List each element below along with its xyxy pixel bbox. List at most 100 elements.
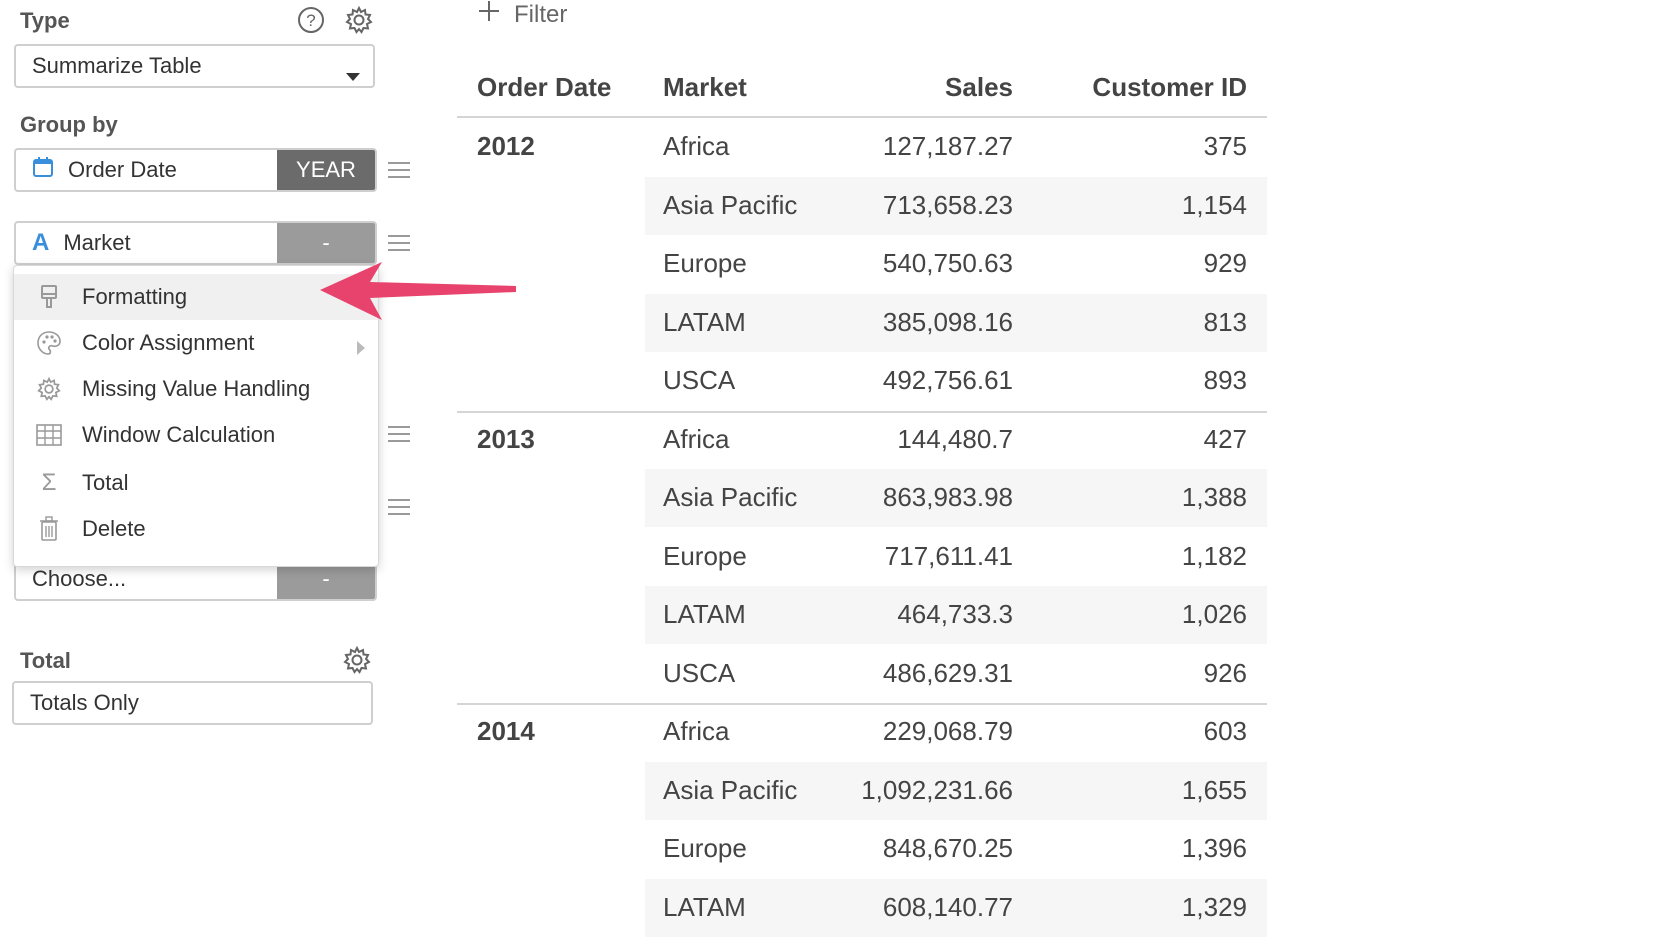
trash-icon — [34, 514, 64, 544]
group-tag[interactable]: - — [277, 223, 375, 263]
palette-icon — [34, 328, 64, 358]
chevron-down-icon — [345, 62, 361, 88]
table-row: Europe 540,750.63 929 — [457, 235, 1267, 293]
market-cell: Europe — [663, 540, 747, 571]
customer-id-cell: 1,655 — [1181, 774, 1247, 805]
menu-item-window-calculation[interactable]: Window Calculation — [14, 412, 378, 458]
group-field-label: Market — [63, 230, 131, 255]
market-cell: USCA — [663, 365, 736, 395]
header-order-date[interactable]: Order Date — [477, 72, 612, 102]
sales-cell: 713,658.23 — [882, 189, 1013, 220]
group-row-market[interactable]: A Market - — [14, 221, 377, 265]
gear-icon[interactable] — [343, 646, 371, 674]
annotation-arrow — [320, 262, 516, 320]
sigma-icon: Σ — [41, 469, 57, 496]
market-cell: Asia Pacific — [663, 774, 798, 805]
year-cell: 2014 — [477, 716, 535, 746]
group-field-label: Order Date — [68, 157, 177, 182]
paint-brush-icon — [34, 282, 64, 312]
customer-id-cell: 1,388 — [1181, 482, 1247, 512]
gear-icon — [34, 374, 64, 404]
table-row: Europe 848,670.25 1,396 — [457, 820, 1267, 878]
sales-cell: 144,480.7 — [897, 423, 1013, 454]
table-row: Europe 717,611.41 1,182 — [457, 528, 1267, 586]
customer-id-cell: 1,154 — [1181, 189, 1247, 220]
customer-id-cell: 603 — [1203, 716, 1247, 746]
total-select-value: Totals Only — [30, 690, 139, 715]
market-cell: USCA — [663, 657, 736, 688]
market-cell: Africa — [663, 716, 730, 746]
table-row: Africa 229,068.79 603 — [457, 703, 1267, 761]
customer-id-cell: 893 — [1203, 365, 1247, 395]
calendar-icon — [32, 156, 54, 184]
year-cell: 2012 — [477, 131, 535, 161]
sales-cell: 486,629.31 — [882, 657, 1013, 688]
customer-id-cell: 1,329 — [1181, 891, 1247, 922]
table-header: Order Date Market Sales Customer ID — [457, 62, 1267, 118]
market-cell: LATAM — [663, 599, 746, 629]
market-cell: Africa — [663, 131, 730, 161]
customer-id-cell: 1,396 — [1181, 833, 1247, 863]
header-market[interactable]: Market — [663, 72, 747, 102]
group-field-market[interactable]: A Market — [16, 223, 277, 263]
sales-cell: 540,750.63 — [882, 248, 1013, 278]
menu-item-missing-value[interactable]: Missing Value Handling — [14, 366, 378, 412]
market-cell: Africa — [663, 423, 730, 454]
table-row: LATAM 385,098.16 813 — [457, 293, 1267, 352]
market-cell: Europe — [663, 833, 747, 863]
market-cell: Asia Pacific — [663, 482, 798, 512]
group-separator — [457, 703, 1267, 705]
group-row-order-date[interactable]: Order Date YEAR — [14, 148, 377, 192]
submenu-arrow-icon — [356, 336, 366, 362]
year-cell: 2013 — [477, 423, 535, 454]
group-context-menu: Formatting Color Assignment Missing Valu… — [13, 265, 379, 567]
gear-icon[interactable] — [345, 6, 373, 34]
sales-cell: 1,092,231.66 — [861, 774, 1013, 805]
filter-label: Filter — [514, 0, 568, 28]
table-row: USCA 492,756.61 893 — [457, 352, 1267, 410]
menu-item-formatting[interactable]: Formatting — [14, 274, 378, 320]
drag-handle-icon[interactable] — [388, 235, 410, 251]
sales-cell: 848,670.25 — [882, 833, 1013, 863]
drag-handle-icon[interactable] — [388, 426, 410, 442]
table-row: Asia Pacific 713,658.23 1,154 — [457, 176, 1267, 235]
market-cell: LATAM — [663, 891, 746, 922]
help-icon[interactable]: ? — [297, 6, 325, 34]
table-row: LATAM 464,733.3 1,026 — [457, 586, 1267, 644]
market-cell: Europe — [663, 248, 747, 278]
grid-icon — [34, 420, 64, 450]
market-cell: LATAM — [663, 306, 746, 337]
table-row: USCA 486,629.31 926 — [457, 645, 1267, 703]
type-select-value: Summarize Table — [32, 53, 202, 78]
date-unit-tag[interactable]: YEAR — [277, 150, 375, 190]
customer-id-cell: 375 — [1203, 131, 1247, 161]
table-row: Asia Pacific 1,092,231.66 1,655 — [457, 761, 1267, 820]
sales-cell: 385,098.16 — [882, 306, 1013, 337]
menu-item-delete[interactable]: Delete — [14, 506, 378, 552]
choose-field[interactable]: Choose... — [16, 559, 277, 599]
menu-item-total[interactable]: Σ Total — [14, 460, 378, 506]
group-field-order-date[interactable]: Order Date — [16, 150, 277, 190]
drag-handle-icon[interactable] — [388, 162, 410, 178]
table-row: USCA627,634.981,130 — [457, 937, 1267, 948]
market-cell: Asia Pacific — [663, 189, 798, 220]
plus-icon — [478, 0, 500, 29]
filter-button[interactable]: Filter — [478, 0, 567, 29]
header-sales[interactable]: Sales — [945, 72, 1013, 102]
group-by-label: Group by — [20, 112, 118, 137]
menu-item-color-assignment[interactable]: Color Assignment — [14, 320, 378, 366]
sales-cell: 608,140.77 — [882, 891, 1013, 922]
customer-id-cell: 427 — [1203, 423, 1247, 454]
sales-cell: 863,983.98 — [882, 482, 1013, 512]
customer-id-cell: 1,182 — [1181, 540, 1247, 571]
table-row: LATAM 608,140.77 1,329 — [457, 878, 1267, 937]
drag-handle-icon[interactable] — [388, 499, 410, 515]
type-select[interactable]: Summarize Table — [14, 44, 375, 88]
customer-id-cell: 813 — [1203, 306, 1247, 337]
header-customer-id[interactable]: Customer ID — [1092, 72, 1247, 102]
total-select[interactable]: Totals Only — [12, 681, 373, 725]
sales-cell: 464,733.3 — [897, 599, 1013, 629]
sales-cell: 717,611.41 — [884, 540, 1013, 571]
table-row: Africa 127,187.27 375 — [457, 118, 1267, 176]
total-section-label: Total — [20, 648, 71, 673]
